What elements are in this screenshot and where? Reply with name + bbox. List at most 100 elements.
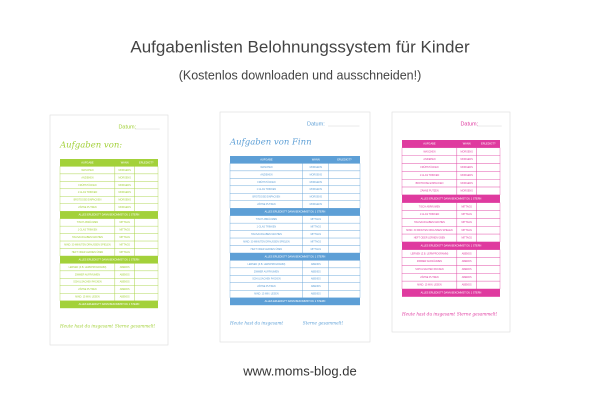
cell-text: MIND. 15 MIN. LESEN [254,293,279,296]
section-note-bar [402,241,500,250]
cell-text: MORGENS [461,174,474,177]
footer-left: Heute hast du insgesamt [401,311,455,316]
cell [134,218,159,227]
cell-text: ABENDS [462,276,472,279]
cell-text: ZÄHNE PUTZEN [257,285,276,288]
cell-text: ABENDS [120,296,130,299]
cell [328,200,361,209]
cell-text: MORGENS [310,166,323,169]
cell-text: MITTAGS [311,240,322,243]
footer-left: Heute hast du insgesamt [229,321,283,326]
cell-text: LERNEN (Z.B. LERNPROGRAMM) [248,263,286,266]
cell-text: TISCH ABRÄUMEN [256,218,278,221]
cell-text: BROTDOSE EINPACKEN [74,199,102,202]
cell [134,293,159,301]
section-note-bar [230,252,360,261]
cell-text: ABENDS [120,281,130,284]
cell [328,282,361,291]
section-note: ALLES ERLEDIGT? DANN BEKOMMST DU 1 STERN [421,244,482,247]
table-header [60,159,158,167]
cell-text: MORGENS [461,150,474,153]
cell-text: MITTAGS [461,213,472,216]
cell-text: 1 GLAS TRINKEN [257,188,277,191]
cell-text: ABENDS [311,285,321,288]
cell [328,193,361,201]
cell-text: MORGENS [310,173,323,176]
footer-right: Sterne gesammelt! [303,321,344,326]
cell-text: WASCHEN [260,166,272,169]
cell-text: ZIMMER AUFRÄUMEN [254,270,279,273]
cell-text: MORGENS [310,188,323,191]
cell-text: 1 GLAS TRINKEN [257,226,277,229]
section-note-bar [60,211,158,219]
cell-text: BROTDOSE EINPACKEN [416,182,444,185]
cell-text: LERNEN (Z.B. LERNPROGRAMM) [69,266,107,269]
section-note: ALLES ERLEDIGT? DANN BEKOMMST DU 1 STERN [79,214,140,217]
cell-text: LERNEN (Z.B. LERNPROGRAMM) [411,252,449,255]
cell [134,188,159,197]
cell-text: MORGENS [119,184,132,187]
cell [476,202,501,211]
cell-text: ABENDS [311,278,321,281]
cell [476,179,501,188]
cell [476,257,501,266]
cell [134,270,159,279]
cell [476,186,501,196]
section-note: ALLES ERLEDIGT? DANN BEKOMMST DU 1 STERN [421,197,482,200]
cell-text: ABENDS [462,284,472,287]
cell [476,273,501,282]
sheet-heading: Aufgaben von: [59,141,122,151]
cell-text: SCHULSACHEN PACKEN [252,278,281,281]
cell-text: MITTAGS [311,218,322,221]
cell-text: HEFT ODER LERNEN ÜBEN [414,237,446,240]
date-label: Datum: [460,121,478,127]
footer-left: Heute hast du insgesamt [59,324,113,329]
cell-text: MITTAGS [119,221,130,224]
section-note: ALLES ERLEDIGT? DANN BEKOMMST DU 1 STERN [421,292,482,295]
cell-text: MIND. 15 MIN. LESEN [75,296,100,299]
cell [476,155,501,164]
cell [476,249,501,258]
cell-text: MORGENS [310,196,323,199]
cell-text: ABENDS [120,273,130,276]
cell [328,185,361,194]
footer-right: Sterne gesammelt! [457,311,498,316]
cell-text: ZIMMER AUFRÄUMEN [417,260,442,263]
cell-text: MORGENS [310,203,323,206]
cell [328,237,361,246]
cell [476,171,501,180]
section-note: ALLES ERLEDIGT? DANN BEKOMMST DU 1 STERN [79,258,140,261]
column-header: WANN [312,157,320,161]
section-note-bar [230,208,360,216]
title: Aufgabenlisten Belohnungssystem für Kind… [130,37,470,56]
cell-text: MORGENS [119,199,132,202]
cell-text: MORGENS [461,182,474,185]
section-note: ALLES ERLEDIGT? DANN BEKOMMST DU 1 STERN [79,303,140,306]
cell-text: TISCH ABRÄUMEN [77,221,99,224]
cell [134,166,159,175]
cell-text: MITTAGS [311,248,322,251]
cell-text: BROTDOSE EINPACKEN [253,196,281,199]
cell [134,196,159,204]
cell-text: ABENDS [462,260,472,263]
cell [134,233,159,242]
cell-text: ABENDS [462,268,472,271]
cell-text: MORGENS [310,181,323,184]
footer-right: Sterne gesammelt! [115,324,156,329]
cell-text: ANZIEHEN [260,173,272,176]
section-note-bar [230,297,360,306]
cell-text: MIND. 30 MINUTEN DRAUSSEN SPIELEN [406,229,453,232]
cell-text: ZÄHNE PUTZEN [78,206,97,209]
cell-text: MITTAGS [461,205,472,208]
cell [476,218,501,227]
cell-text: 1 GLAS TRINKEN [420,174,440,177]
cell-text: MITTAGS [461,229,472,232]
column-header: AUFGABE [81,160,94,164]
table-header [230,156,360,164]
cell-text: MORGENS [119,169,132,172]
url: www.moms-blog.de [242,363,356,378]
cell [476,147,501,156]
cell-text: FRÜHSTÜCKEN [78,184,96,187]
cell [134,173,159,182]
cell [328,230,361,239]
